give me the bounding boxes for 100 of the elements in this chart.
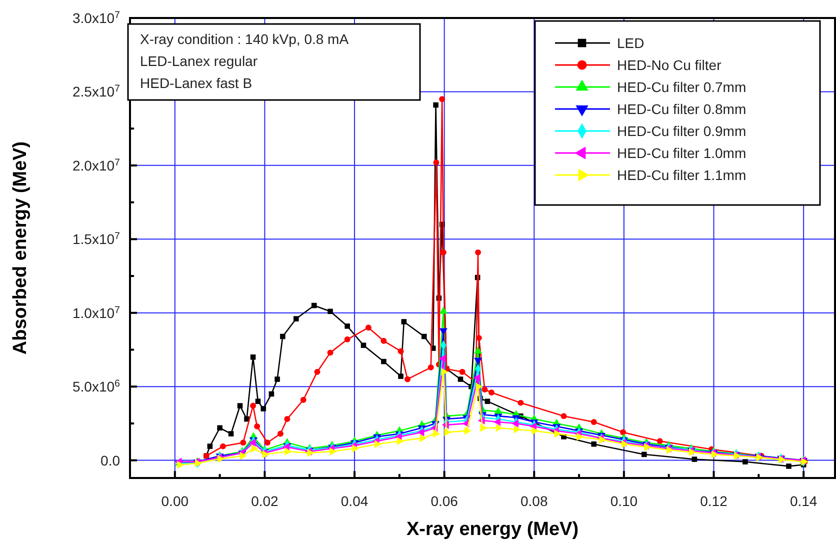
annotation: X-ray condition : 140 kVp, 0.8 mA bbox=[140, 31, 350, 47]
point bbox=[476, 382, 483, 391]
x-tick-label: 0.04 bbox=[340, 493, 368, 509]
point bbox=[514, 425, 521, 434]
x-tick-label: 0.02 bbox=[251, 493, 279, 509]
point bbox=[494, 407, 502, 414]
point bbox=[473, 374, 480, 382]
point bbox=[439, 306, 448, 314]
point bbox=[518, 400, 524, 406]
point bbox=[444, 428, 452, 436]
point bbox=[532, 426, 539, 435]
y-tick-label: 0.0 bbox=[100, 452, 120, 468]
point bbox=[482, 386, 488, 393]
y-axis-title: Absorbed energy (MeV) bbox=[10, 141, 31, 355]
point bbox=[401, 319, 407, 324]
x-tick-label: 0.14 bbox=[790, 493, 818, 509]
point bbox=[622, 440, 629, 448]
point bbox=[300, 396, 306, 403]
legend-label: HED-Cu filter 1.1mm bbox=[617, 167, 746, 183]
point bbox=[439, 328, 448, 336]
point bbox=[248, 438, 256, 447]
point bbox=[352, 444, 360, 453]
point bbox=[620, 429, 626, 436]
point bbox=[458, 376, 464, 382]
point bbox=[656, 438, 663, 444]
legend-label: HED-Cu filter 1.0mm bbox=[617, 145, 746, 161]
point bbox=[480, 424, 488, 432]
point bbox=[591, 441, 597, 447]
point bbox=[220, 443, 226, 450]
point bbox=[433, 430, 440, 438]
point bbox=[742, 459, 748, 464]
point bbox=[438, 354, 446, 363]
point bbox=[554, 430, 562, 438]
point bbox=[417, 428, 424, 436]
legend-label: HED-No Cu filter bbox=[617, 57, 722, 73]
point bbox=[420, 434, 427, 442]
point bbox=[439, 96, 446, 102]
legend-label: HED-Cu filter 0.7mm bbox=[617, 79, 746, 95]
point bbox=[666, 446, 674, 454]
point bbox=[496, 424, 503, 432]
point bbox=[328, 308, 333, 314]
point bbox=[441, 368, 448, 376]
point bbox=[228, 431, 234, 436]
y-tick-label: 1.0x10$^{7}$ bbox=[72, 304, 120, 321]
legend-label: HED-Cu filter 0.8mm bbox=[617, 101, 746, 117]
point bbox=[494, 418, 501, 426]
annotation: HED-Lanex fast B bbox=[140, 75, 252, 91]
point bbox=[560, 413, 567, 420]
point bbox=[440, 249, 446, 256]
point bbox=[484, 398, 490, 404]
point bbox=[260, 406, 266, 412]
y-tick-label: 2.5x10$^{7}$ bbox=[72, 83, 120, 100]
point bbox=[786, 464, 792, 469]
point bbox=[250, 402, 256, 409]
y-tick-label: 5.0x10$^{6}$ bbox=[72, 378, 121, 395]
point bbox=[240, 440, 246, 446]
point bbox=[217, 425, 222, 431]
point bbox=[590, 418, 597, 425]
x-tick-label: 0.10 bbox=[610, 493, 638, 509]
point bbox=[344, 323, 350, 329]
point bbox=[344, 336, 350, 342]
point bbox=[277, 430, 284, 437]
point bbox=[488, 390, 494, 396]
point bbox=[642, 452, 647, 458]
x-tick-label: 0.08 bbox=[520, 493, 548, 509]
point bbox=[284, 416, 290, 422]
point bbox=[365, 324, 372, 331]
legend-label: HED-Cu filter 0.9mm bbox=[617, 123, 746, 139]
point bbox=[330, 447, 337, 456]
x-tick-label: 0.12 bbox=[700, 493, 728, 509]
point bbox=[294, 316, 299, 322]
point bbox=[237, 403, 243, 408]
point bbox=[251, 444, 258, 453]
legend-label: LED bbox=[617, 35, 644, 51]
x-axis-title: X-ray energy (MeV) bbox=[406, 519, 579, 540]
point bbox=[576, 432, 584, 441]
point bbox=[459, 368, 466, 375]
point bbox=[421, 334, 427, 340]
y-tick-label: 2.0x10$^{7}$ bbox=[72, 156, 120, 174]
point bbox=[274, 376, 280, 382]
point bbox=[476, 334, 482, 341]
point bbox=[360, 342, 366, 348]
point bbox=[374, 440, 382, 448]
point bbox=[474, 346, 482, 354]
point bbox=[381, 358, 386, 364]
point bbox=[464, 426, 472, 435]
point bbox=[255, 398, 261, 404]
x-tick-label: 0.06 bbox=[430, 493, 458, 509]
point bbox=[433, 160, 440, 166]
annotation: LED-Lanex regular bbox=[140, 53, 258, 69]
point bbox=[397, 437, 404, 446]
point bbox=[207, 444, 213, 449]
point bbox=[475, 249, 481, 256]
point bbox=[314, 368, 320, 375]
point bbox=[380, 338, 387, 344]
x-tick-label: 0.00 bbox=[161, 493, 189, 509]
point bbox=[692, 456, 698, 462]
point bbox=[398, 348, 404, 354]
point bbox=[644, 443, 652, 452]
point bbox=[280, 334, 286, 340]
